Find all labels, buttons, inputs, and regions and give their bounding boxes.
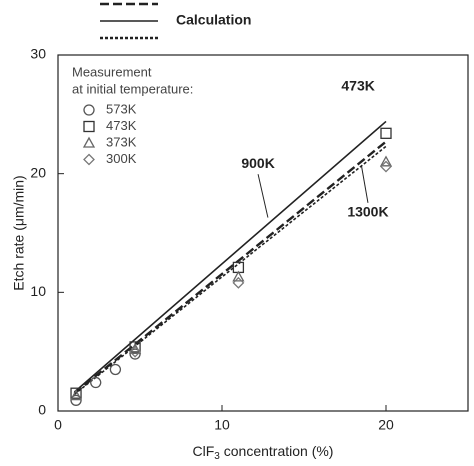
- marker: [379, 155, 393, 167]
- y-tick-label: 30: [30, 46, 46, 62]
- marker: [70, 394, 82, 406]
- marker: [129, 348, 141, 360]
- legend-label: 573K: [106, 101, 137, 116]
- legend-label: 473K: [106, 118, 137, 133]
- x-label-main: ClF: [193, 443, 215, 459]
- calc-line: [73, 140, 387, 395]
- annotation: 473K: [341, 78, 374, 94]
- annotation: 1300K: [347, 204, 388, 220]
- y-axis-label: Etch rate (μm/min): [11, 175, 27, 290]
- annotation-arrow: [360, 165, 369, 203]
- annotation: 900K: [241, 155, 274, 171]
- legend-marker: [83, 104, 95, 116]
- y-tick-label: 0: [38, 402, 46, 418]
- calc-line: [73, 145, 387, 396]
- plot-frame: [57, 54, 469, 412]
- y-tick-label: 20: [30, 164, 46, 180]
- x-tick-label: 10: [214, 417, 230, 433]
- legend-label: 373K: [106, 134, 137, 149]
- legend-title: at initial temperature:: [72, 81, 193, 96]
- legend-marker: [83, 120, 95, 133]
- marker: [109, 363, 122, 376]
- marker: [380, 160, 392, 173]
- marker: [90, 376, 102, 389]
- marker: [232, 270, 245, 282]
- legend-title: Measurement: [72, 64, 152, 79]
- marker: [380, 127, 392, 139]
- marker: [129, 345, 141, 358]
- x-tick-label: 0: [54, 417, 62, 433]
- legend-marker: [83, 153, 95, 166]
- x-label-sub: 3: [214, 451, 220, 462]
- calc-line: [73, 120, 387, 393]
- marker: [129, 341, 141, 353]
- legend-label: 300K: [106, 151, 137, 166]
- y-tick-label: 10: [30, 283, 46, 299]
- marker: [69, 389, 83, 401]
- legend-label: Calculation: [176, 12, 251, 28]
- annotation-arrow: [257, 174, 269, 218]
- x-label-rest: concentration (%): [220, 443, 334, 459]
- x-tick-label: 20: [378, 417, 394, 433]
- marker: [232, 276, 245, 289]
- legend-marker: [82, 136, 96, 148]
- marker: [70, 387, 82, 399]
- x-axis-label: ClF3 concentration (%): [193, 443, 334, 462]
